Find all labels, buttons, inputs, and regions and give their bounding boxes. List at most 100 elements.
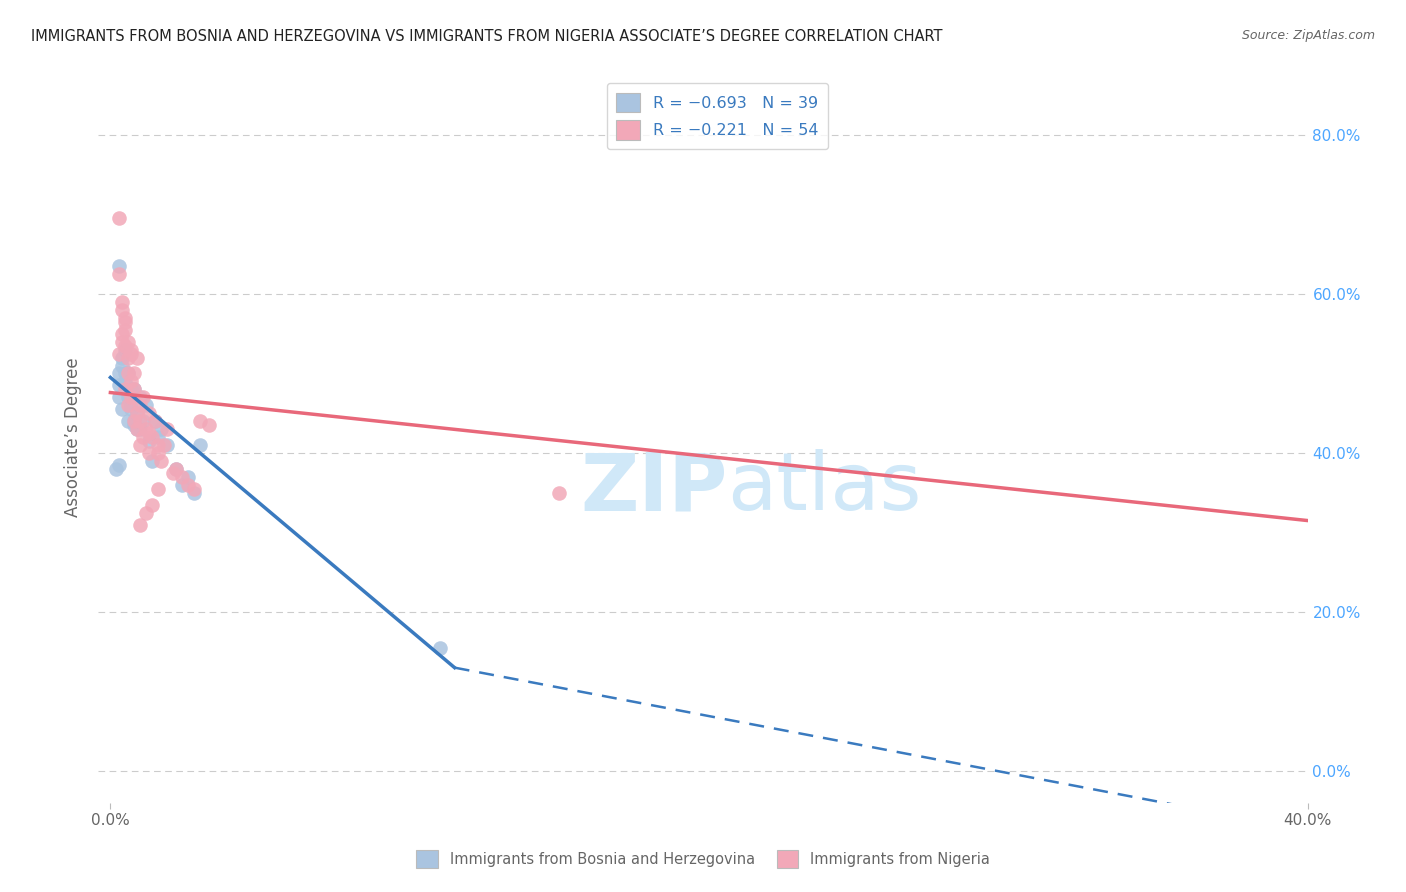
Point: [172, 477, 194, 491]
Point: [111, 402, 134, 417]
Point: [124, 414, 146, 428]
Point: [124, 414, 146, 428]
Point: [124, 383, 146, 397]
Point: [188, 438, 211, 452]
Point: [120, 402, 142, 417]
Point: [183, 485, 205, 500]
Point: [114, 367, 136, 381]
Point: [129, 517, 152, 532]
Point: [127, 422, 149, 436]
Point: [105, 462, 128, 476]
Point: [165, 462, 187, 476]
Point: [127, 406, 149, 420]
Point: [150, 422, 173, 436]
Point: [129, 438, 152, 452]
Point: [177, 470, 200, 484]
Point: [127, 422, 149, 436]
Point: [114, 310, 136, 325]
Point: [188, 414, 211, 428]
Point: [153, 438, 176, 452]
Point: [120, 398, 142, 412]
Point: [117, 390, 139, 404]
Point: [111, 326, 134, 341]
Point: [120, 390, 142, 404]
Point: [124, 383, 146, 397]
Point: [111, 294, 134, 309]
Point: [114, 338, 136, 352]
Point: [111, 302, 134, 317]
Point: [141, 498, 163, 512]
Point: [129, 398, 152, 412]
Point: [143, 414, 166, 428]
Point: [117, 367, 139, 381]
Point: [156, 422, 179, 436]
Point: [177, 477, 200, 491]
Point: [148, 430, 170, 444]
Point: [111, 351, 134, 365]
Point: [114, 343, 136, 357]
Point: [117, 351, 139, 365]
Point: [141, 454, 163, 468]
Point: [198, 418, 221, 433]
Point: [156, 438, 179, 452]
Text: IMMIGRANTS FROM BOSNIA AND HERZEGOVINA VS IMMIGRANTS FROM NIGERIA ASSOCIATE’S DE: IMMIGRANTS FROM BOSNIA AND HERZEGOVINA V…: [31, 29, 942, 44]
Point: [429, 640, 451, 655]
Point: [135, 398, 157, 412]
Point: [138, 406, 160, 420]
Point: [108, 211, 131, 226]
Point: [108, 259, 131, 273]
Point: [132, 430, 155, 444]
Point: [124, 367, 146, 381]
Point: [124, 418, 146, 433]
Point: [132, 414, 155, 428]
Point: [117, 414, 139, 428]
Point: [135, 506, 157, 520]
Point: [548, 485, 571, 500]
Point: [108, 367, 131, 381]
Point: [120, 343, 142, 357]
Point: [127, 351, 149, 365]
Point: [148, 482, 170, 496]
Point: [162, 466, 184, 480]
Point: [129, 422, 152, 436]
Point: [111, 359, 134, 373]
Point: [135, 422, 157, 436]
Point: [114, 315, 136, 329]
Point: [138, 434, 160, 448]
Point: [129, 390, 152, 404]
Point: [114, 323, 136, 337]
Point: [108, 346, 131, 360]
Point: [114, 375, 136, 389]
Point: [148, 438, 170, 452]
Point: [138, 426, 160, 441]
Point: [132, 390, 155, 404]
Point: [120, 346, 142, 360]
Point: [148, 446, 170, 460]
Point: [120, 383, 142, 397]
Point: [108, 267, 131, 281]
Point: [165, 462, 187, 476]
Text: Source: ZipAtlas.com: Source: ZipAtlas.com: [1241, 29, 1375, 42]
Legend: Immigrants from Bosnia and Herzegovina, Immigrants from Nigeria: Immigrants from Bosnia and Herzegovina, …: [411, 845, 995, 874]
Point: [108, 458, 131, 472]
Point: [111, 334, 134, 349]
Text: ZIP: ZIP: [579, 450, 727, 527]
Point: [117, 334, 139, 349]
Point: [117, 367, 139, 381]
Y-axis label: Associate’s Degree: Associate’s Degree: [65, 358, 83, 516]
Point: [129, 414, 152, 428]
Point: [183, 482, 205, 496]
Point: [143, 414, 166, 428]
Point: [117, 398, 139, 412]
Legend: R = −0.693   N = 39, R = −0.221   N = 54: R = −0.693 N = 39, R = −0.221 N = 54: [606, 83, 828, 149]
Text: atlas: atlas: [727, 450, 921, 527]
Point: [127, 406, 149, 420]
Point: [138, 446, 160, 460]
Point: [108, 378, 131, 392]
Point: [108, 390, 131, 404]
Point: [114, 383, 136, 397]
Point: [172, 470, 194, 484]
Point: [150, 454, 173, 468]
Point: [141, 430, 163, 444]
Point: [120, 375, 142, 389]
